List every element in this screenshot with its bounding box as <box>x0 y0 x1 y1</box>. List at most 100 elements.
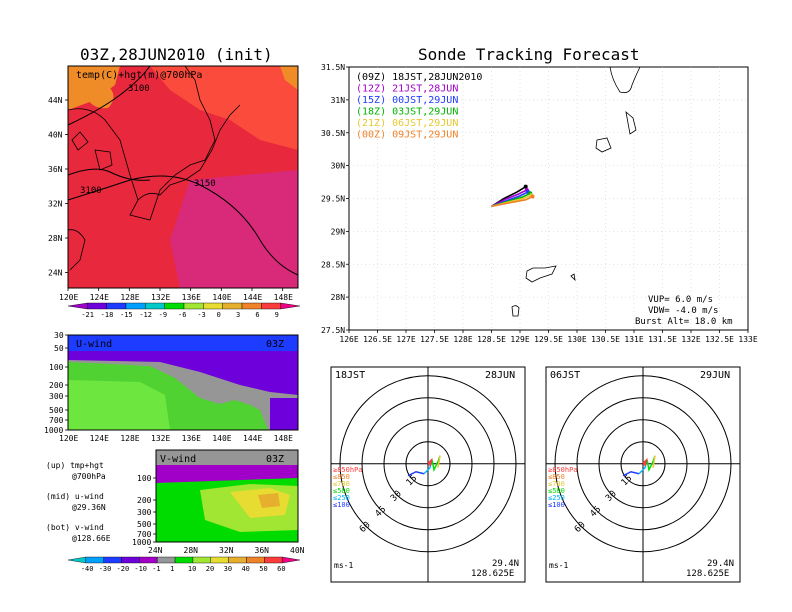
sonde-track <box>491 189 528 208</box>
hodograph-trace <box>642 457 648 466</box>
coastline-mainland <box>67 65 216 221</box>
v-x-tick-label: 28N <box>184 546 199 555</box>
orange-spot <box>85 86 114 109</box>
hodograph-legend-entry: ≤100 <box>333 501 350 509</box>
hodograph-time: 18JST <box>335 370 365 381</box>
param-vdw: VDW= -4.0 m/s <box>648 306 718 316</box>
track-x-tick-label: 126E <box>339 335 358 344</box>
temp-colorbar-label: -3 <box>197 311 205 319</box>
track-x-tick-label: 126.5E <box>363 335 392 344</box>
hodograph-legend-entry: ≤250 <box>333 494 350 502</box>
note-up: (up) tmp+hgt <box>46 461 104 470</box>
contour-line <box>67 175 299 276</box>
orange-region-2 <box>280 66 298 90</box>
hodograph-legend-entry: ≤700 <box>548 480 565 488</box>
track-y-tick-label: 29N <box>331 227 346 236</box>
wind-colorbar: -40 -30 -20 -10 -1 1 10 20 30 40 50 60 <box>67 556 301 573</box>
wind-colorbar-label: -20 <box>117 565 130 573</box>
contour-line <box>67 65 151 126</box>
wind-colorbar-label: 40 <box>241 565 249 573</box>
track-y-tick-label: 31N <box>331 96 346 105</box>
v-frame <box>155 449 299 543</box>
temp-colorbar-swatch <box>125 302 146 310</box>
u-y-tick-label: 1000 <box>44 426 63 435</box>
warm-region <box>150 66 298 150</box>
map-frame <box>67 65 299 289</box>
track-y-tick-label: 30.5N <box>321 129 345 138</box>
hodograph-trace <box>427 457 433 466</box>
pink-region <box>170 170 298 288</box>
map-x-tick-label: 124E <box>90 293 109 302</box>
temp-colorbar-swatch <box>241 302 262 310</box>
temp-colorbar-label: 3 <box>236 311 240 319</box>
v-time: 03Z <box>266 454 284 465</box>
hodograph-unit: ms-1 <box>334 561 353 570</box>
wind-colorbar-swatch <box>157 556 176 564</box>
map-y-tick-label: 32N <box>48 200 63 209</box>
note-mid: (mid) u-wind <box>46 492 104 501</box>
track-x-tick-label: 130E <box>567 335 586 344</box>
legend-entry: (15Z) 00JST,29JUN <box>356 95 458 106</box>
map-x-tick-label: 144E <box>243 293 262 302</box>
track-x-tick-label: 128.5E <box>477 335 506 344</box>
note-bot-level: @128.66E <box>72 534 111 543</box>
tracking-grid <box>349 67 748 330</box>
u-x-tick-label: 120E <box>59 434 78 443</box>
tracking-panel <box>348 66 749 331</box>
note-mid-level: @29.36N <box>72 503 106 512</box>
wind-colorbar-swatch <box>121 556 140 564</box>
u-x-tick-label: 148E <box>274 434 293 443</box>
track-x-tick-label: 133E <box>738 335 757 344</box>
legend-entry: (12Z) 21JST,28JUN <box>356 84 458 95</box>
temperature-map <box>67 65 299 289</box>
track-x-tick-label: 129E <box>510 335 529 344</box>
track-x-tick-label: 132E <box>681 335 700 344</box>
u-y-tick-label: 300 <box>49 392 64 401</box>
hodograph-legend-entry: ≤500 <box>548 487 565 495</box>
v-y-tick-label: 100 <box>137 474 152 483</box>
track-x-tick-label: 128E <box>453 335 472 344</box>
contour-label: 3100 <box>128 84 150 94</box>
wind-colorbar-swatch <box>174 556 194 564</box>
wind-colorbar-label: 30 <box>224 565 232 573</box>
temp-colorbar-label: -21 <box>81 311 94 319</box>
v-y-tick-label: 700 <box>137 530 152 539</box>
temp-colorbar-label: 6 <box>255 311 259 319</box>
param-vup: VUP= 6.0 m/s <box>648 295 713 305</box>
temp-colorbar-label: 9 <box>275 311 279 319</box>
hodograph-legend-entry: ≤500 <box>333 487 350 495</box>
map-y-tick-label: 28N <box>48 234 63 243</box>
track-x-tick-label: 131.5E <box>648 335 677 344</box>
wind-colorbar-swatch <box>264 556 283 564</box>
hodograph-legend-entry: ≤850 <box>333 473 350 481</box>
map-x-tick-label: 120E <box>59 293 78 302</box>
u-y-tick-label: 100 <box>49 363 64 372</box>
sonde-tracks <box>491 184 535 208</box>
hodograph-unit: ms-1 <box>549 561 568 570</box>
u-x-tick-label: 140E <box>212 434 231 443</box>
temp-colorbar-label: -15 <box>120 311 133 319</box>
v-y-tick-label: 300 <box>137 508 152 517</box>
v-x-ticks: 24N 28N 32N 36N 40N <box>148 546 305 555</box>
map-x-tick-label: 132E <box>151 293 170 302</box>
island-outline <box>570 273 576 282</box>
island-outline <box>609 66 641 94</box>
track-x-tick-label: 130.5E <box>591 335 620 344</box>
v-label: V-wind <box>160 454 196 465</box>
track-y-tick-label: 31.5N <box>321 63 345 72</box>
track-y-tick-label: 29.5N <box>321 195 345 204</box>
hodograph-legend-entry: ≤850 <box>548 473 565 481</box>
track-y-tick-label: 28.5N <box>321 260 345 269</box>
hodograph-trace <box>407 470 425 477</box>
island-outline <box>625 110 637 135</box>
temp-colorbar-label: -6 <box>178 311 186 319</box>
left-title: 03Z,28JUN2010 (init) <box>80 45 273 64</box>
u-x-tick-label: 144E <box>243 434 262 443</box>
wind-colorbar-label: 20 <box>206 565 214 573</box>
sonde-track <box>491 195 533 208</box>
island-outline <box>511 305 520 317</box>
